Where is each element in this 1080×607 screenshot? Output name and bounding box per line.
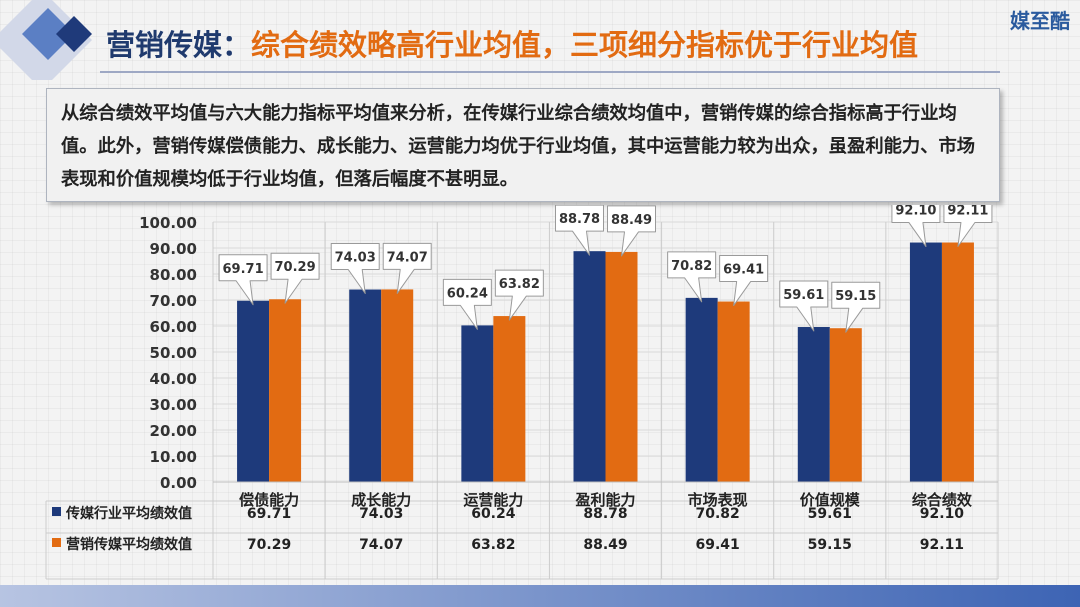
legend-label: 营销传媒平均绩效值 (66, 536, 192, 553)
x-category-label: 偿债能力 (239, 491, 299, 509)
data-label: 69.41 (723, 263, 764, 278)
bar-industry (237, 300, 270, 482)
legend-label: 传媒行业平均绩效值 (65, 505, 192, 522)
data-label-callout (330, 243, 380, 295)
bar-marketing (941, 242, 974, 482)
y-tick-label: 50.00 (150, 344, 197, 362)
y-tick-label: 20.00 (150, 422, 197, 440)
page-title: 营销传媒：综合绩效略高行业均值，三项细分指标优于行业均值 (106, 22, 918, 64)
y-tick-label: 30.00 (150, 396, 197, 414)
data-label-callout (382, 242, 432, 294)
data-label: 88.49 (611, 213, 652, 228)
diamond-decoration (0, 0, 92, 80)
y-tick-label: 10.00 (150, 448, 197, 466)
data-label-callout (494, 269, 544, 321)
bar-marketing (381, 289, 414, 482)
data-label: 92.11 (947, 205, 988, 219)
data-label-callout (667, 251, 717, 303)
table-value: 74.03 (359, 506, 403, 522)
title-highlight: 综合绩效略高行业均值，三项细分指标优于行业均值 (251, 28, 919, 62)
data-label: 69.71 (223, 262, 264, 277)
x-category-label: 运营能力 (463, 491, 523, 509)
table-value: 69.71 (247, 506, 291, 522)
data-label: 59.15 (835, 289, 876, 304)
table-value: 88.78 (583, 506, 627, 522)
bar-industry (909, 242, 942, 482)
y-tick-label: 70.00 (150, 292, 197, 310)
data-label-callout (779, 280, 829, 332)
table-value: 92.11 (920, 537, 964, 553)
data-label: 74.03 (335, 251, 376, 266)
table-value: 70.29 (247, 537, 291, 553)
data-label: 70.29 (275, 260, 316, 275)
table-value: 92.10 (920, 506, 965, 522)
x-category-label: 综合绩效 (912, 491, 973, 509)
data-label-callout (218, 254, 268, 306)
bar-marketing (493, 316, 526, 482)
bar-marketing (829, 328, 862, 482)
table-value: 74.07 (359, 537, 403, 553)
legend-key (52, 507, 61, 516)
x-category-label: 市场表现 (688, 491, 748, 509)
data-label-callout (270, 252, 320, 304)
y-tick-label: 0.00 (160, 474, 197, 492)
bar-marketing (717, 301, 750, 482)
title-prefix: 营销传媒： (106, 28, 252, 62)
summary-box: 从综合绩效平均值与六大能力指标平均值来分析，在传媒行业综合绩效均值中，营销传媒的… (46, 88, 1000, 202)
data-label: 60.24 (447, 286, 488, 301)
data-label: 59.61 (783, 288, 824, 303)
bar-industry (685, 297, 718, 482)
bottom-accent-bar (0, 585, 1080, 607)
table-value: 69.41 (695, 537, 739, 553)
table-value: 60.24 (471, 506, 516, 522)
y-tick-label: 60.00 (150, 318, 197, 336)
bar-marketing (269, 299, 302, 482)
bar-chart: 0.00 10.00 20.00 30.00 40.00 50.00 60.00 70.00 8… (45, 196, 999, 580)
data-label: 88.78 (559, 212, 600, 227)
title-underline (100, 71, 1000, 73)
data-label: 70.82 (671, 259, 712, 274)
data-label-callout (442, 278, 492, 330)
data-label-callout (555, 204, 604, 256)
y-tick-label: 100.00 (139, 214, 197, 232)
x-category-label: 盈利能力 (574, 491, 635, 509)
y-tick-label: 80.00 (150, 266, 197, 284)
x-category-label: 成长能力 (351, 491, 411, 509)
data-label: 63.82 (499, 277, 540, 292)
data-label-callout (831, 281, 881, 333)
table-value: 59.61 (808, 506, 852, 522)
table-value: 63.82 (471, 537, 515, 553)
bar-marketing (605, 251, 638, 482)
data-label: 92.10 (895, 205, 936, 219)
bar-industry (573, 251, 606, 482)
legend-key (52, 538, 61, 547)
y-tick-label: 40.00 (150, 370, 197, 388)
bar-industry (349, 289, 382, 482)
table-value: 70.82 (695, 506, 739, 522)
data-label: 74.07 (387, 250, 428, 265)
y-tick-label: 90.00 (150, 240, 197, 258)
brand-logo: 媒至酷 (1010, 9, 1070, 33)
x-category-label: 价值规模 (800, 491, 861, 509)
chart-area: 0.00 10.00 20.00 30.00 40.00 50.00 60.00 70.00 8… (0, 196, 1080, 585)
table-value: 88.49 (583, 537, 627, 553)
data-label-callout (607, 205, 656, 257)
data-label-callout (719, 255, 769, 307)
table-value: 59.15 (808, 537, 852, 553)
bar-industry (797, 327, 830, 482)
bar-industry (461, 325, 494, 482)
